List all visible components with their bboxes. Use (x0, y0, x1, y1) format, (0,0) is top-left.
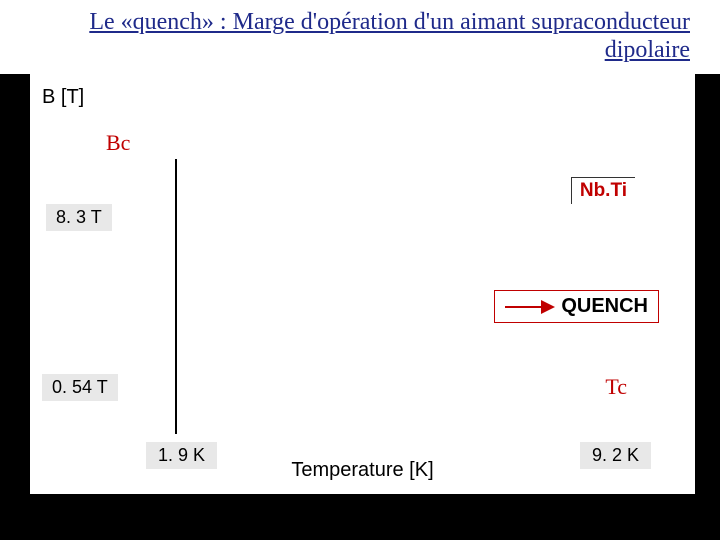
x-axis-label: Temperature [K] (291, 459, 433, 482)
y-axis-label: B [T] (42, 86, 84, 109)
page-title: Le «quench» : Marge d'opération d'un aim… (30, 9, 690, 64)
tc-label: Tc (605, 374, 627, 400)
vertical-guide-line (175, 159, 177, 434)
t-high-value: 9. 2 K (580, 442, 651, 469)
b-low-value: 0. 54 T (42, 374, 118, 401)
quench-label: QUENCH (561, 295, 648, 318)
bc-label: Bc (106, 130, 130, 156)
t-low-value: 1. 9 K (146, 442, 217, 469)
arrow-right-icon (505, 300, 555, 314)
quench-diagram: B [T] Bc Nb.Ti 8. 3 T QUENCH 0. 54 T Tc … (30, 74, 695, 494)
nbti-curve-label: Nb.Ti (571, 177, 635, 204)
quench-legend: QUENCH (494, 290, 659, 323)
title-bar: Le «quench» : Marge d'opération d'un aim… (0, 0, 720, 74)
b-high-value: 8. 3 T (46, 204, 112, 231)
